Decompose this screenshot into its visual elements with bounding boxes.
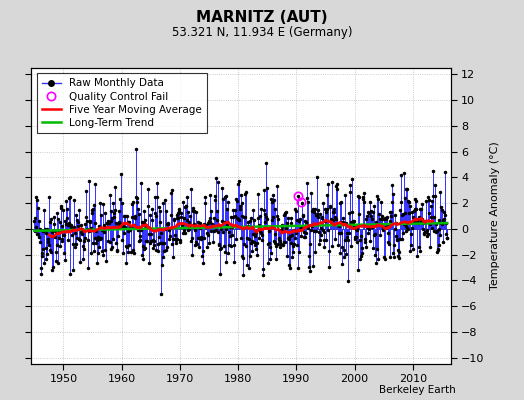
Text: 53.321 N, 11.934 E (Germany): 53.321 N, 11.934 E (Germany) — [172, 26, 352, 39]
Text: MARNITZ (AUT): MARNITZ (AUT) — [196, 10, 328, 25]
Y-axis label: Temperature Anomaly (°C): Temperature Anomaly (°C) — [490, 142, 500, 290]
Text: Berkeley Earth: Berkeley Earth — [379, 385, 456, 395]
Legend: Raw Monthly Data, Quality Control Fail, Five Year Moving Average, Long-Term Tren: Raw Monthly Data, Quality Control Fail, … — [37, 73, 207, 133]
